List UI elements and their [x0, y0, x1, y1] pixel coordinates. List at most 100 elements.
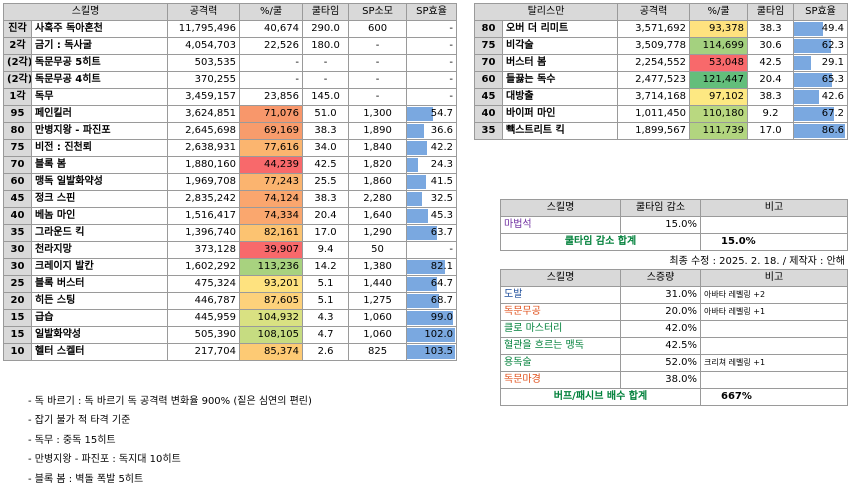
skill-cooldown: 5.1	[302, 292, 350, 310]
skill-cooldown: 14.2	[302, 258, 350, 276]
skill-pct-per-cd: 44,239	[239, 156, 304, 174]
talisman-table: 탈리스만 공격력 %/쿨 쿨타임 SP효율 80 오버 더 리미트 3,571,69…	[474, 3, 848, 140]
skill-level: 2각	[3, 37, 32, 55]
skill-cooldown: 17.0	[302, 224, 350, 242]
talisman-attack: 3,509,778	[617, 37, 690, 55]
skill-cooldown: -	[302, 71, 350, 89]
talisman-name: 비각술	[502, 37, 618, 55]
skill-row: 15 일발화약성 505,390 108,105 4.7 1,060 102.0	[3, 326, 458, 344]
sp-efficiency-cell: -	[406, 54, 458, 72]
sp-efficiency-bar	[407, 107, 433, 121]
sp-efficiency-value: 86.6	[821, 125, 844, 136]
skill-attack: 217,704	[167, 343, 241, 361]
skill-row: 40 베놈 마인 1,516,417 74,334 20.4 1,640 45.3	[3, 207, 458, 225]
buff-total-value: 667%	[700, 388, 848, 406]
skill-row: 2각 금기 : 독사굴 4,054,703 22,526 180.0- -	[3, 37, 458, 55]
skill-cooldown: 4.3	[302, 309, 350, 327]
skill-row: 25 블록 버스터 475,324 93,201 5.1 1,440 64.7	[3, 275, 458, 293]
sp-efficiency-value: 67.2	[821, 108, 844, 119]
note-item: - 만병지왕 - 파진포 : 독지대 10히트	[28, 454, 181, 466]
skill-row: 70 블록 봄 1,880,160 44,239 42.5 1,820 24.3	[3, 156, 458, 174]
skill-sp-cost: 600	[348, 20, 408, 38]
skill-sp-cost: -	[348, 88, 408, 106]
sp-efficiency-cell: 68.7	[406, 292, 458, 310]
skill-row: 80 만병지왕 - 파진포 2,645,698 69,169 38.3 1,890 36.6	[3, 122, 458, 140]
buff-row: 도발 31.0% 아바타 레벨링 +2	[500, 286, 848, 304]
notes-list: - 독 바르기 : 독 바르기 독 공격력 변화율 900% (짙은 심연의 편…	[28, 392, 312, 489]
skill-pct-per-cd: 113,236	[239, 258, 304, 276]
talisman-table-header: 탈리스만 공격력 %/쿨 쿨타임 SP효율	[474, 3, 848, 21]
talisman-pct-per-cd: 53,048	[689, 54, 748, 72]
skill-name: 사혹주 독아혼천	[30, 20, 169, 38]
talisman-attack: 1,899,567	[617, 122, 690, 140]
cooldown-skill-name: 마법석	[500, 216, 621, 234]
talisman-row: 75 비각술 3,509,778 114,699 30.6 62.3	[474, 37, 848, 55]
sp-efficiency-value: 45.3	[430, 210, 454, 221]
sp-efficiency-cell: 103.5	[406, 343, 458, 361]
header-cooldown: 쿨타임	[747, 3, 794, 21]
skill-sp-cost: 1,060	[348, 309, 408, 327]
skill-cooldown: 145.0	[302, 88, 350, 106]
talisman-attack: 3,571,692	[617, 20, 690, 38]
talisman-pct-per-cd: 97,102	[689, 88, 748, 106]
skill-table: 스킬명 공격력 %/쿨 쿨타임 SP소모 SP효율 진각 사혹주 독아혼천 11,7…	[2, 3, 458, 361]
cooldown-table-header: 스킬명 쿨타임 감소 비고	[500, 199, 848, 217]
skill-name: 독문무공 5히트	[30, 54, 169, 72]
sp-efficiency-cell: -	[406, 20, 458, 38]
skill-attack: 2,638,931	[167, 139, 241, 157]
sp-efficiency-bar	[794, 22, 824, 36]
skill-row: 15 급습 445,959 104,932 4.3 1,060 99.0	[3, 309, 458, 327]
skill-row: 1각 독무 3,459,157 23,856 145.0- -	[3, 88, 458, 106]
skill-cooldown: 42.5	[302, 156, 350, 174]
buff-skill-name: 클로 마스터리	[500, 320, 621, 338]
sp-efficiency-value: 103.5	[424, 346, 454, 357]
sp-efficiency-value: -	[449, 23, 454, 34]
talisman-attack: 3,714,168	[617, 88, 690, 106]
sp-efficiency-value: 63.7	[430, 227, 454, 238]
sp-efficiency-cell: 36.6	[406, 122, 458, 140]
talisman-cooldown: 30.6	[747, 37, 794, 55]
skill-attack: 11,795,496	[167, 20, 241, 38]
skill-sp-cost: -	[348, 71, 408, 89]
cooldown-total-label: 쿨타임 감소 합계	[500, 233, 701, 251]
skill-row: 95 페인킬러 3,624,851 71,076 51.0 1,300 54.7	[3, 105, 458, 123]
cooldown-table: 스킬명 쿨타임 감소 비고 마법석 15.0% 쿨타임 감소 합계 15.0%	[500, 199, 848, 251]
skill-attack: 445,959	[167, 309, 241, 327]
sp-efficiency-value: 64.7	[430, 278, 454, 289]
buff-skill-name: 독문무공	[500, 303, 621, 321]
skill-pct-per-cd: 69,169	[239, 122, 304, 140]
skill-cooldown: 38.3	[302, 122, 350, 140]
sp-efficiency-cell: 29.1	[793, 54, 848, 72]
skill-level: 80	[3, 122, 32, 140]
cooldown-row: 마법석 15.0%	[500, 216, 848, 234]
note-item: - 잡기 불가 적 타격 기준	[28, 415, 131, 427]
skill-pct-per-cd: -	[239, 54, 304, 72]
sp-efficiency-bar	[794, 90, 820, 104]
sp-efficiency-cell: 42.6	[793, 88, 848, 106]
buff-note	[700, 320, 848, 338]
skill-name: 정크 스핀	[30, 190, 169, 208]
talisman-level: 70	[474, 54, 503, 72]
sp-efficiency-cell: 24.3	[406, 156, 458, 174]
buff-total-row: 버프/패시브 배수 합계 667%	[500, 388, 848, 406]
header-skill-name: 스킬명	[500, 199, 621, 217]
header-remark: 비고	[700, 199, 848, 217]
skill-name: 블록 버스터	[30, 275, 169, 293]
skill-name: 베놈 마인	[30, 207, 169, 225]
sp-efficiency-cell: 64.7	[406, 275, 458, 293]
skill-attack: 1,396,740	[167, 224, 241, 242]
skill-sp-cost: 825	[348, 343, 408, 361]
talisman-level: 35	[474, 122, 503, 140]
skill-pct-per-cd: 93,201	[239, 275, 304, 293]
buff-total-label: 버프/패시브 배수 합계	[500, 388, 701, 406]
skill-sp-cost: 1,640	[348, 207, 408, 225]
sp-efficiency-bar	[794, 124, 845, 138]
sp-efficiency-cell: 42.2	[406, 139, 458, 157]
sp-efficiency-bar	[407, 158, 419, 172]
talisman-row: 40 바이퍼 마인 1,011,450 110,180 9.2 67.2	[474, 105, 848, 123]
skill-level: 75	[3, 139, 32, 157]
sp-efficiency-cell: 99.0	[406, 309, 458, 327]
sp-efficiency-cell: 54.7	[406, 105, 458, 123]
skill-pct-per-cd: 82,161	[239, 224, 304, 242]
header-attack: 공격력	[617, 3, 690, 21]
